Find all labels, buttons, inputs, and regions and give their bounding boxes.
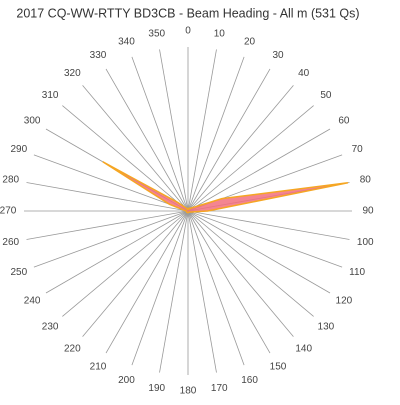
- heading-label: 80: [360, 174, 372, 185]
- heading-label: 140: [295, 344, 312, 355]
- heading-label: 120: [336, 296, 353, 307]
- spoke: [62, 210, 189, 317]
- heading-label: 220: [64, 344, 81, 355]
- spoke: [33, 210, 189, 268]
- spoke: [187, 56, 245, 212]
- heading-label: 10: [214, 28, 226, 39]
- heading-label: 190: [148, 383, 165, 394]
- heading-label: 130: [318, 321, 335, 332]
- chart-title: 2017 CQ-WW-RTTY BD3CB - Beam Heading - A…: [16, 6, 359, 20]
- spoke: [159, 210, 189, 373]
- heading-label: 200: [118, 375, 135, 386]
- spoke: [187, 49, 217, 212]
- heading-label: 160: [241, 375, 258, 386]
- heading-label: 100: [357, 237, 374, 248]
- heading-label: 240: [24, 296, 41, 307]
- spoke: [82, 85, 189, 212]
- spoke: [62, 105, 189, 212]
- heading-label: 110: [349, 267, 365, 278]
- heading-label: 260: [2, 237, 19, 248]
- heading-label: 40: [298, 68, 310, 79]
- heading-label: 310: [42, 90, 59, 101]
- heading-label: 270: [0, 206, 17, 217]
- spoke: [159, 49, 189, 212]
- spoke: [187, 128, 331, 212]
- spoke: [187, 210, 350, 240]
- heading-label: 60: [338, 116, 350, 127]
- heading-label: 230: [42, 321, 59, 332]
- heading-label: 330: [90, 50, 107, 61]
- spoke: [187, 210, 245, 366]
- spoke: [187, 105, 314, 212]
- spoke: [187, 210, 331, 294]
- heading-label: 150: [270, 362, 287, 373]
- spoke: [105, 68, 189, 212]
- spoke: [131, 210, 189, 366]
- spoke: [187, 210, 271, 354]
- beam-area: [102, 161, 349, 214]
- spoke: [187, 210, 294, 337]
- heading-label: 170: [211, 383, 228, 394]
- heading-label: 20: [244, 36, 256, 47]
- heading-label: 340: [118, 36, 135, 47]
- heading-label: 320: [64, 68, 81, 79]
- heading-label: 50: [320, 90, 332, 101]
- heading-label: 0: [185, 26, 191, 37]
- heading-label: 70: [352, 144, 364, 155]
- heading-label: 280: [2, 174, 19, 185]
- spoke: [45, 210, 189, 294]
- spoke: [26, 182, 189, 212]
- heading-label: 180: [180, 386, 197, 397]
- spoke: [131, 56, 189, 212]
- heading-label: 210: [90, 362, 107, 373]
- spoke: [33, 154, 189, 212]
- spoke: [187, 210, 217, 373]
- spoke: [187, 210, 343, 268]
- spoke: [187, 210, 314, 317]
- heading-label: 350: [148, 28, 165, 39]
- heading-label: 90: [362, 206, 374, 217]
- heading-label: 250: [11, 267, 28, 278]
- spoke: [187, 68, 271, 212]
- spoke: [187, 85, 294, 212]
- heading-label: 30: [272, 50, 284, 61]
- heading-label: 290: [11, 144, 28, 155]
- spoke: [105, 210, 189, 354]
- spoke: [26, 210, 189, 240]
- spoke: [82, 210, 189, 337]
- heading-label: 300: [24, 116, 41, 127]
